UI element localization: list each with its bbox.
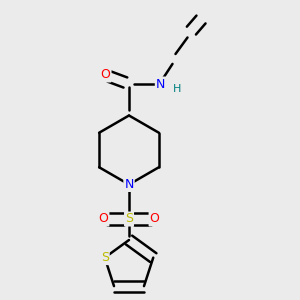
Text: N: N (124, 178, 134, 191)
Text: O: O (150, 212, 159, 226)
Text: S: S (125, 212, 133, 226)
Text: S: S (101, 251, 109, 264)
Text: N: N (156, 77, 165, 91)
Text: H: H (173, 83, 181, 94)
Text: O: O (99, 212, 108, 226)
Text: O: O (101, 68, 110, 82)
